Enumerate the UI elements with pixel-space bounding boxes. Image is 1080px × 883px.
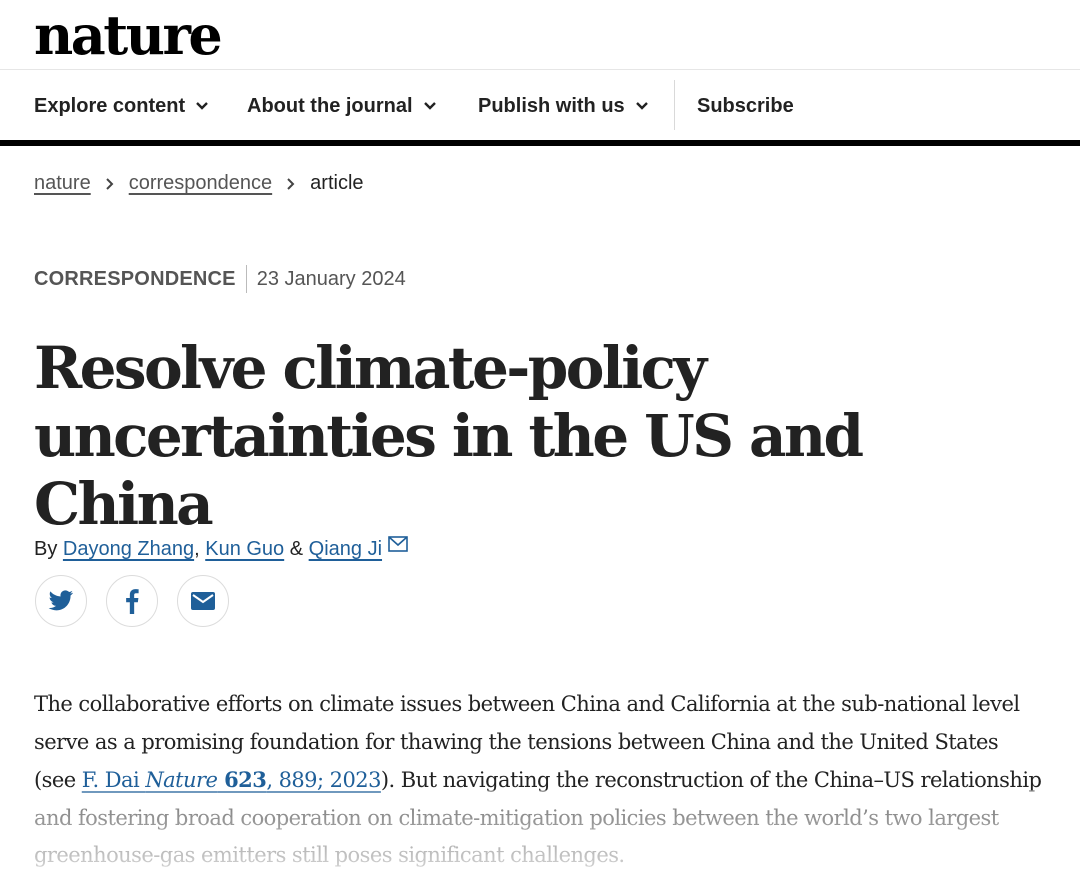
nav-about-journal-label: About the journal [247, 94, 413, 117]
share-facebook-button[interactable] [106, 575, 158, 627]
chevron-down-icon [635, 101, 649, 111]
chevron-right-icon [105, 177, 115, 191]
article-title-line-1: Resolve climate-policy [34, 334, 707, 402]
reference-pages: , 889; 2023 [266, 768, 381, 792]
chevron-down-icon [423, 101, 437, 111]
reference-link[interactable]: F. Dai Nature 623, 889; 2023 [81, 767, 382, 792]
nav-about-journal[interactable]: About the journal [247, 72, 437, 140]
article-title-line-2: uncertainties in the US and China [34, 402, 864, 538]
article-meta: CORRESPONDENCE 23 January 2024 [34, 265, 406, 293]
share-twitter-button[interactable] [35, 575, 87, 627]
reference-journal: Nature [145, 768, 218, 792]
breadcrumb-nature[interactable]: nature [34, 172, 91, 194]
chevron-down-icon [195, 101, 209, 111]
subscribe-link[interactable]: Subscribe [697, 72, 794, 140]
nav-bottom-border [0, 140, 1080, 146]
nav-publish-with-us[interactable]: Publish with us [478, 72, 649, 140]
breadcrumb-correspondence[interactable]: correspondence [128, 172, 273, 194]
header-divider [0, 69, 1080, 70]
facebook-icon [125, 588, 139, 614]
author-link[interactable]: Qiang Ji [308, 538, 383, 560]
nav-divider [674, 80, 675, 130]
reference-volume: 623 [217, 767, 267, 792]
author-link[interactable]: Dayong Zhang [62, 538, 195, 560]
by-label: By [34, 538, 58, 560]
article-title: Resolve climate-policy uncertainties in … [34, 334, 1054, 538]
nav-publish-with-us-label: Publish with us [478, 94, 625, 117]
email-icon [191, 592, 215, 610]
share-email-button[interactable] [177, 575, 229, 627]
author-list: By Dayong Zhang, Kun Guo & Qiang Ji [34, 535, 408, 561]
reference-author: F. Dai [81, 768, 146, 792]
article-type: CORRESPONDENCE [34, 267, 236, 290]
meta-divider [245, 265, 247, 293]
author-separator: & [289, 538, 304, 560]
nav-explore-content[interactable]: Explore content [34, 72, 209, 140]
nature-logo[interactable]: nature [34, 3, 223, 67]
envelope-icon[interactable] [388, 535, 408, 552]
twitter-icon [48, 590, 74, 612]
body-text-part-1: The collaborative efforts on climate iss… [34, 692, 1020, 792]
author-separator: , [194, 538, 200, 560]
subscribe-label: Subscribe [697, 94, 794, 117]
author-link[interactable]: Kun Guo [205, 538, 285, 560]
article-date: 23 January 2024 [256, 267, 406, 290]
main-nav: Explore content About the journal Publis… [0, 72, 1080, 140]
paywall-fade-overlay [0, 790, 1080, 883]
nav-explore-content-label: Explore content [34, 94, 186, 117]
breadcrumb-current: article [310, 172, 364, 194]
breadcrumb: nature correspondence article [34, 172, 364, 195]
chevron-right-icon [286, 177, 296, 191]
